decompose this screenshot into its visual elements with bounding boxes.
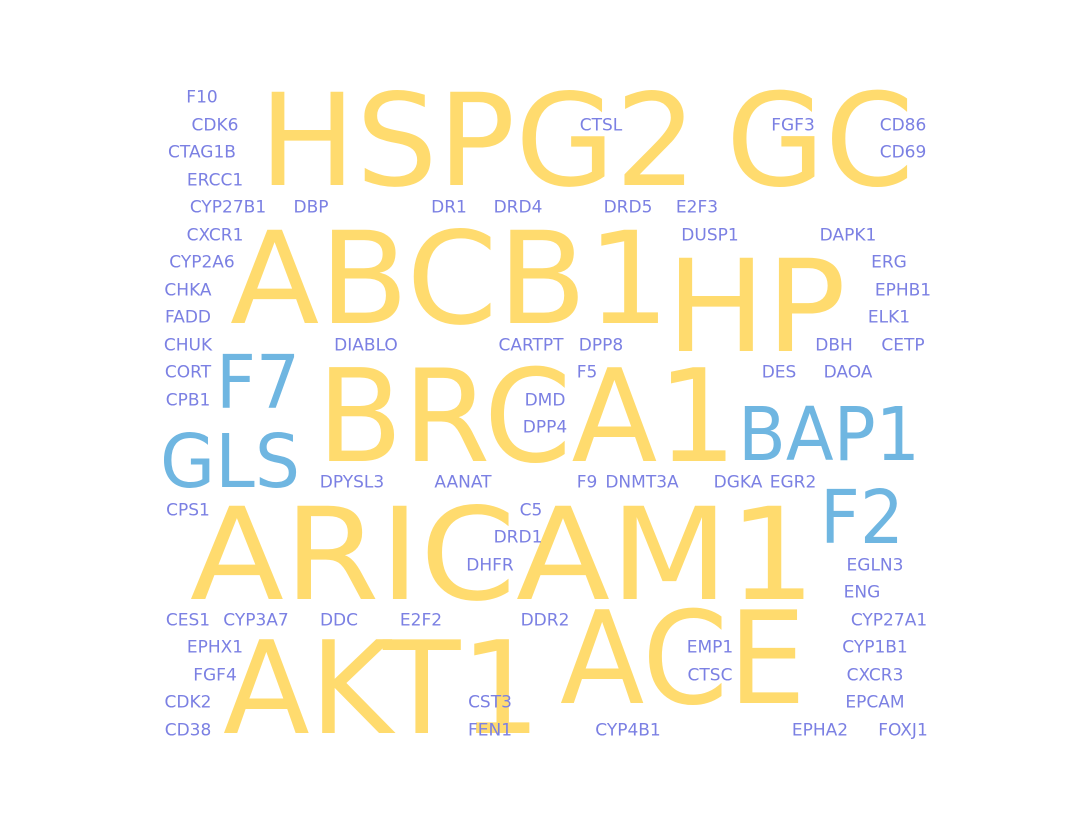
word-cd69: CD69 <box>879 142 927 163</box>
word-f9: F9 <box>576 472 598 493</box>
word-cdk6: CDK6 <box>191 115 239 136</box>
word-cartpt: CARTPT <box>498 335 564 356</box>
word-hp: HP <box>665 233 847 382</box>
word-cort: CORT <box>164 362 212 383</box>
word-cpb1: CPB1 <box>165 390 211 411</box>
word-f7: F7 <box>215 340 301 426</box>
word-ctsl: CTSL <box>579 115 623 136</box>
word-brca1: BRCA1 <box>316 343 738 492</box>
word-emp1: EMP1 <box>686 637 734 658</box>
word-f10: F10 <box>186 87 218 108</box>
word-dmd: DMD <box>524 390 566 411</box>
word-drd5: DRD5 <box>603 197 653 218</box>
word-cxcr3: CXCR3 <box>846 665 904 686</box>
word-aanat: AANAT <box>434 472 492 493</box>
word-fgf3: FGF3 <box>771 115 815 136</box>
word-cd38: CD38 <box>164 720 212 741</box>
word-des: DES <box>761 362 797 383</box>
word-akt1: AKT1 <box>223 615 541 764</box>
word-dusp1: DUSP1 <box>681 225 739 246</box>
word-dapk1: DAPK1 <box>819 225 877 246</box>
word-dnmt3a: DNMT3A <box>605 472 679 493</box>
word-dgka: DGKA <box>713 472 763 493</box>
word-epcam: EPCAM <box>845 692 905 713</box>
word-ddr2: DDR2 <box>520 610 570 631</box>
word-f2: F2 <box>819 475 905 561</box>
word-chuk: CHUK <box>163 335 213 356</box>
word-cyp27a1: CYP27A1 <box>850 610 928 631</box>
word-ercc1: ERCC1 <box>186 170 244 191</box>
word-dr1: DR1 <box>431 197 467 218</box>
word-e2f2: E2F2 <box>399 610 443 631</box>
word-dbh: DBH <box>815 335 853 356</box>
word-abcb1: ABCB1 <box>230 205 670 354</box>
word-foxj1: FOXJ1 <box>878 720 928 741</box>
word-gc: GC <box>726 67 914 216</box>
word-ces1: CES1 <box>165 610 211 631</box>
word-ephx1: EPHX1 <box>186 637 244 658</box>
word-egr2: EGR2 <box>769 472 817 493</box>
word-ctag1b: CTAG1B <box>168 142 236 163</box>
word-cyp27b1: CYP27B1 <box>189 197 267 218</box>
word-cyp2a6: CYP2A6 <box>169 252 235 273</box>
word-eng: ENG <box>843 582 881 603</box>
word-elk1: ELK1 <box>867 307 911 328</box>
word-epha2: EPHA2 <box>791 720 849 741</box>
word-ace: ACE <box>559 585 807 734</box>
word-hspg2: HSPG2 <box>259 67 697 216</box>
word-ctsc: CTSC <box>687 665 733 686</box>
word-dpysl3: DPYSL3 <box>319 472 385 493</box>
word-drd1: DRD1 <box>493 527 543 548</box>
word-dpp8: DPP8 <box>578 335 624 356</box>
word-diablo: DIABLO <box>334 335 398 356</box>
word-egln3: EGLN3 <box>846 555 904 576</box>
word-cd86: CD86 <box>879 115 927 136</box>
word-c5: C5 <box>519 500 543 521</box>
word-cyp3a7: CYP3A7 <box>223 610 289 631</box>
word-bap1: BAP1 <box>737 392 921 478</box>
word-f5: F5 <box>576 362 598 383</box>
word-fgf4: FGF4 <box>193 665 237 686</box>
word-cps1: CPS1 <box>166 500 210 521</box>
word-ddc: DDC <box>319 610 359 631</box>
word-cetp: CETP <box>881 335 925 356</box>
word-dpp4: DPP4 <box>522 417 568 438</box>
word-chka: CHKA <box>164 280 212 301</box>
word-drd4: DRD4 <box>493 197 543 218</box>
word-dhfr: DHFR <box>466 555 514 576</box>
word-gls: GLS <box>159 419 301 505</box>
word-e2f3: E2F3 <box>675 197 719 218</box>
word-aricam1: ARICAM1 <box>189 481 817 630</box>
word-daoa: DAOA <box>823 362 873 383</box>
word-dbp: DBP <box>293 197 329 218</box>
word-cxcr1: CXCR1 <box>186 225 244 246</box>
word-fadd: FADD <box>164 307 212 328</box>
word-cyp1b1: CYP1B1 <box>842 637 908 658</box>
word-cdk2: CDK2 <box>164 692 212 713</box>
word-cst3: CST3 <box>468 692 512 713</box>
word-fen1: FEN1 <box>467 720 513 741</box>
word-erg: ERG <box>871 252 907 273</box>
word-ephb1: EPHB1 <box>874 280 932 301</box>
word-cyp4b1: CYP4B1 <box>595 720 661 741</box>
